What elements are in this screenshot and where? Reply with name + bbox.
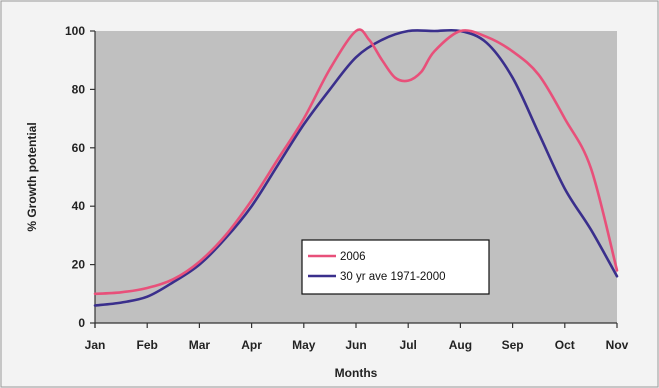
x-tick-label: Mar xyxy=(189,338,211,352)
x-tick-label: Apr xyxy=(241,338,262,352)
x-axis: Jan Feb Mar Apr May Jun Jul Aug Sep Oct Nov xyxy=(85,322,629,352)
x-tick-label: Jan xyxy=(85,338,106,352)
x-axis-title: Months xyxy=(335,366,378,380)
series-lines xyxy=(93,28,619,307)
y-tick-label: 20 xyxy=(72,258,86,272)
y-axis-title: % Growth potential xyxy=(25,122,39,231)
x-tick-label: May xyxy=(292,338,316,352)
y-tick-label: 80 xyxy=(72,82,86,96)
x-tick-label: Jun xyxy=(345,338,366,352)
x-tick-label: Sep xyxy=(502,338,524,352)
y-tick-label: 100 xyxy=(65,24,85,38)
legend-label: 30 yr ave 1971-2000 xyxy=(340,271,446,283)
legend: 2006 30 yr ave 1971-2000 xyxy=(301,239,490,295)
x-tick-label: Aug xyxy=(449,338,472,352)
y-tick-label: 0 xyxy=(78,316,85,330)
x-tick-label: Feb xyxy=(137,338,158,352)
x-tick-label: Jul xyxy=(400,338,417,352)
series-line-30yr-average xyxy=(93,28,619,307)
y-axis: 0 20 40 60 80 100 xyxy=(65,24,96,330)
legend-label: 2006 xyxy=(340,251,366,263)
x-tick-label: Oct xyxy=(555,338,575,352)
series-line-2006 xyxy=(93,28,619,296)
y-tick-label: 60 xyxy=(72,141,86,155)
legend-box xyxy=(301,239,490,295)
x-tick-label: Nov xyxy=(606,338,629,352)
y-tick-label: 40 xyxy=(72,199,86,213)
